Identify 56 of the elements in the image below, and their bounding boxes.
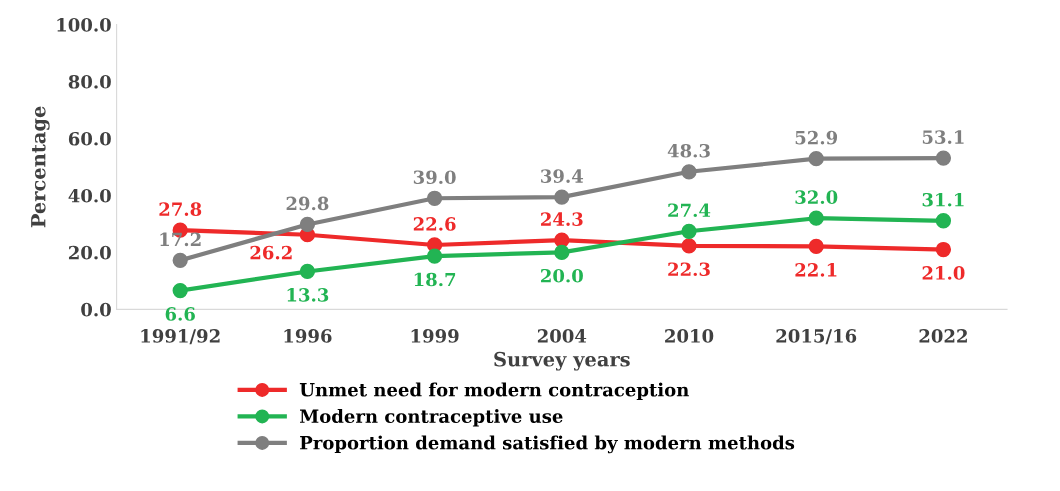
point (172, 282, 188, 299)
point (681, 164, 697, 180)
y-tick-label: 80.0 (68, 74, 111, 89)
data-label: 27.4 (668, 203, 711, 218)
data-label: 32.0 (795, 190, 838, 204)
data-label: 53.1 (922, 130, 964, 144)
data-label: 39.4 (541, 169, 584, 183)
point (426, 248, 443, 264)
data-label: 17.2 (160, 232, 201, 247)
point (808, 238, 824, 255)
x-tick-label: 2010 (665, 329, 714, 343)
point (935, 150, 952, 166)
data-label: 13.3 (287, 288, 329, 302)
y-tick-label: 20.0 (68, 245, 111, 260)
data-label: 22.1 (795, 262, 837, 277)
x-tick-label: 2004 (537, 329, 587, 343)
data-label: 24.3 (541, 212, 583, 226)
data-label: 52.9 (795, 130, 838, 145)
point (554, 244, 570, 261)
x-tick-label: 2022 (919, 329, 967, 343)
point (808, 151, 824, 167)
point (935, 213, 952, 229)
data-label: 21.0 (922, 266, 965, 280)
y-tick-label: 40.0 (68, 188, 111, 203)
y-tick-label: 60.0 (68, 131, 111, 146)
point (426, 190, 443, 206)
x-tick-label: 1996 (284, 329, 332, 343)
x-tick-label: 1999 (411, 329, 459, 343)
data-label: 20.0 (541, 268, 583, 283)
data-label: 39.0 (413, 170, 456, 185)
data-label: 26.2 (250, 245, 292, 260)
legend-label: Unmet need for modern contraception (299, 382, 689, 401)
x-tick-label: 2015/16 (776, 329, 857, 345)
point (172, 252, 188, 268)
point (681, 238, 697, 254)
point (935, 241, 952, 258)
legend-label: Modern contraceptive use (300, 409, 563, 427)
point (299, 216, 316, 233)
legend-label: Proportion demand satisfied by modern methods (300, 435, 795, 454)
y-tick-label: 0.0 (81, 302, 111, 317)
data-label: 22.6 (413, 217, 456, 231)
data-label: 27.8 (159, 202, 202, 216)
point (299, 263, 316, 280)
y-tick-label: 100.0 (57, 18, 111, 32)
data-label: 29.8 (286, 196, 329, 211)
point (554, 189, 570, 205)
x-axis-title: Survey years (494, 351, 630, 371)
data-label: 48.3 (667, 143, 710, 158)
data-label: 31.1 (922, 192, 964, 207)
data-label: 18.7 (414, 272, 456, 287)
data-label: 6.6 (165, 307, 195, 321)
data-label: 22.3 (668, 262, 710, 277)
x-tick-label: 1991/92 (141, 329, 220, 345)
point (681, 223, 697, 239)
y-axis-title: Percentage (31, 106, 50, 228)
point (808, 210, 824, 226)
